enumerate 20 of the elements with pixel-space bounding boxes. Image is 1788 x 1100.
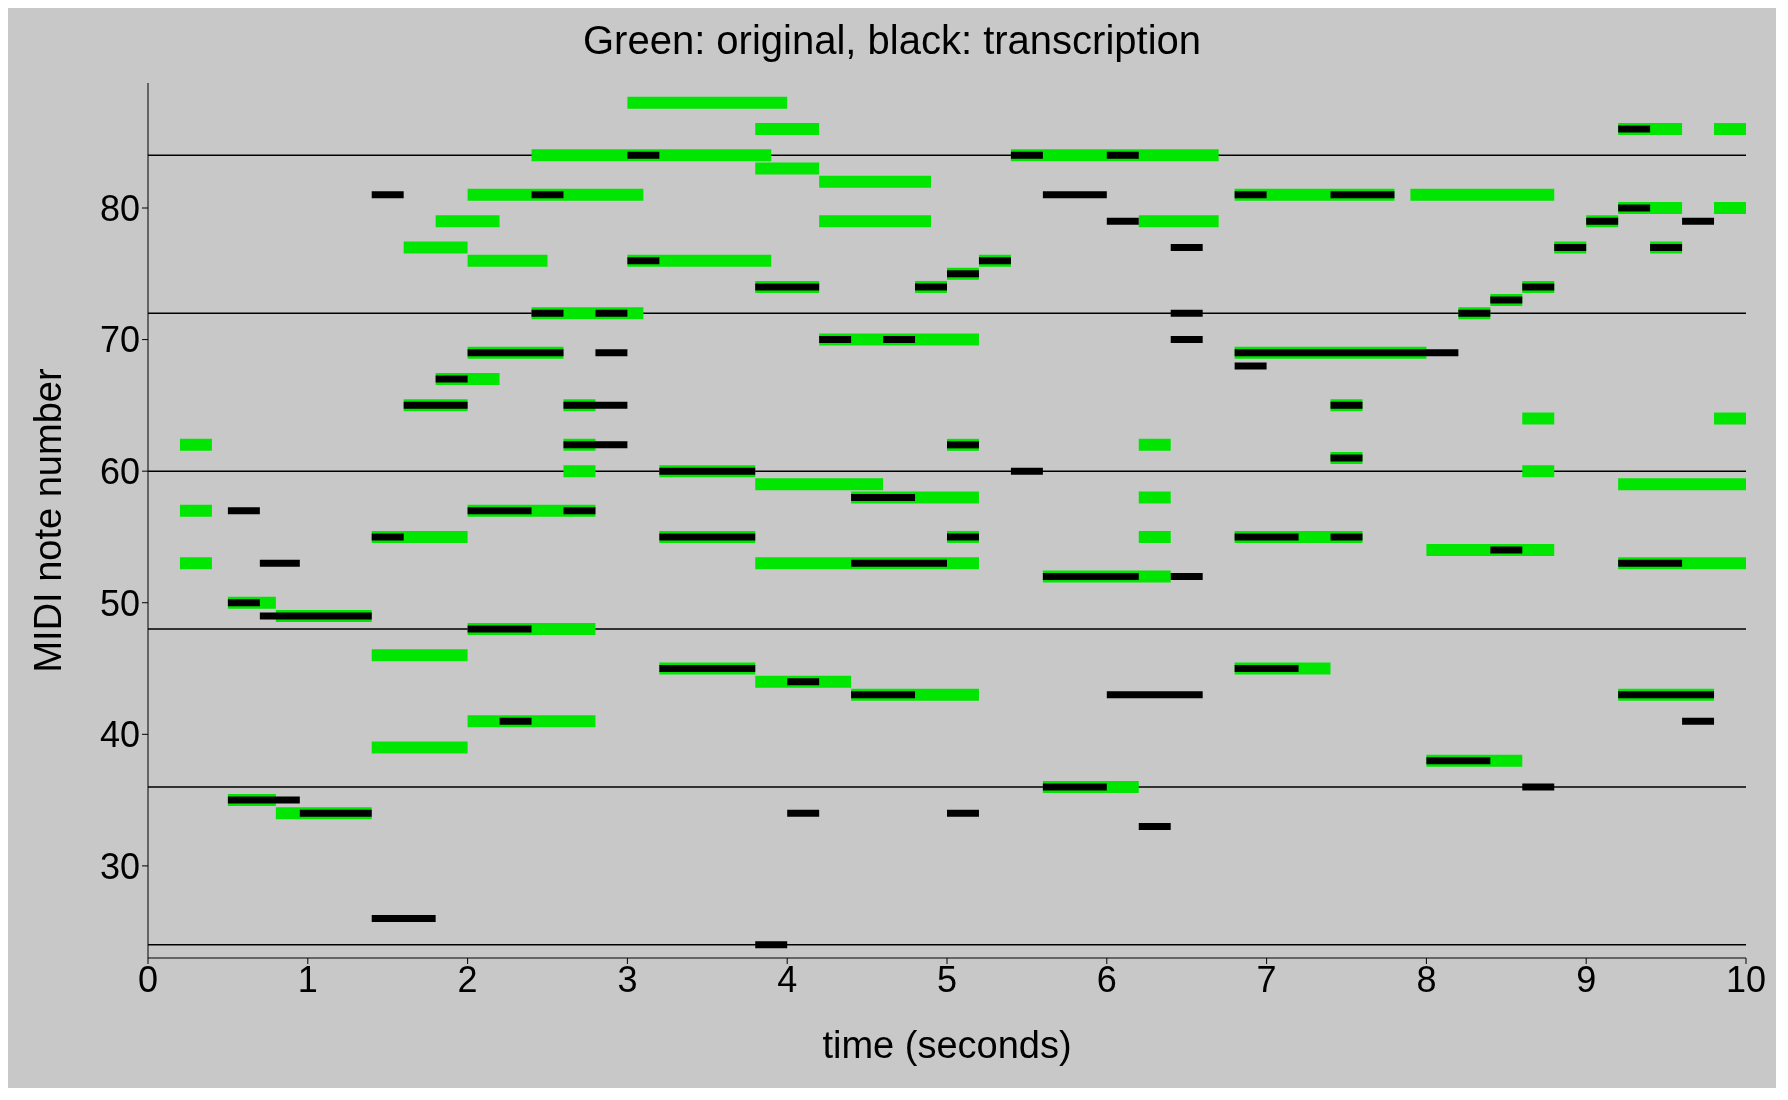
x-tick-label: 2 <box>457 958 478 1000</box>
y-tick-label: 40 <box>99 714 140 756</box>
x-tick-label: 8 <box>1416 958 1437 1000</box>
x-tick-label: 1 <box>297 958 318 1000</box>
x-tick-label: 4 <box>777 958 798 1000</box>
x-tick-label: 0 <box>137 958 159 1000</box>
chart-title: Green: original, black: transcription <box>581 18 1203 63</box>
y-tick-label: 70 <box>99 319 140 361</box>
y-axis-title: MIDI note number <box>27 368 70 673</box>
x-tick-label: 5 <box>936 958 958 1000</box>
x-tick-label: 7 <box>1256 958 1277 1000</box>
y-tick-label: 60 <box>99 450 140 492</box>
x-tick-label: 9 <box>1576 958 1597 1000</box>
y-tick-label: 80 <box>99 187 140 229</box>
x-axis-title: time (seconds) <box>822 1024 1072 1066</box>
y-tick-label: 30 <box>99 845 140 887</box>
x-tick-label: 3 <box>617 958 638 1000</box>
y-tick-label: 50 <box>99 582 140 624</box>
x-tick-label: 10 <box>1725 958 1767 1000</box>
x-tick-label: 6 <box>1096 958 1117 1000</box>
